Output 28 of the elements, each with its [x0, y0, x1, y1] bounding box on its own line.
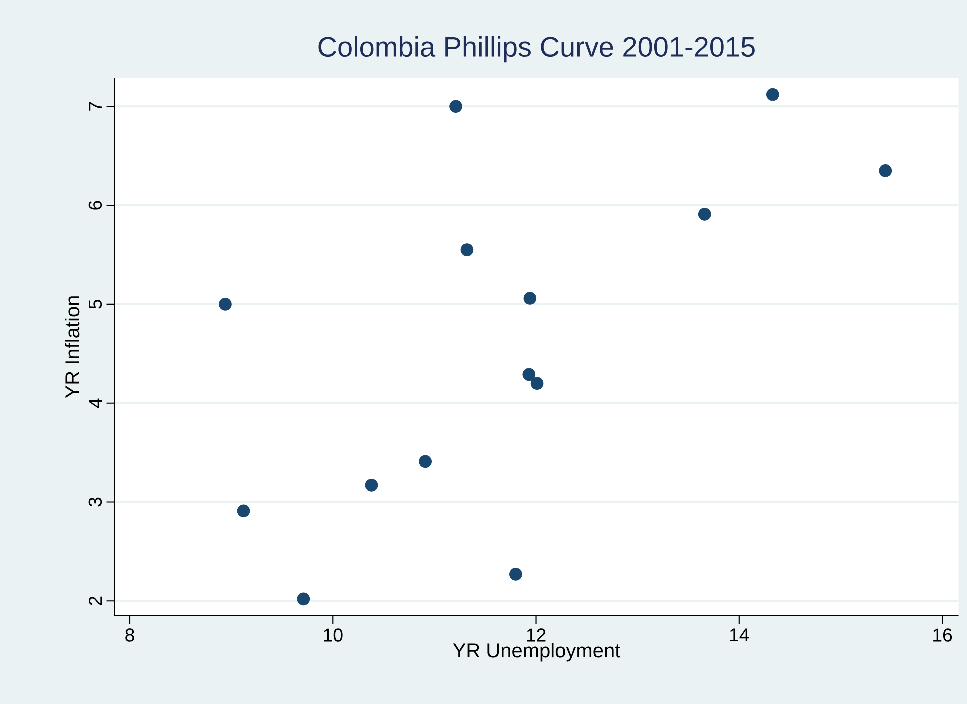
x-tick-label: 16 — [934, 628, 952, 642]
point — [297, 592, 310, 606]
y-tick-label: 7 — [89, 102, 102, 111]
point — [419, 455, 432, 468]
point — [237, 504, 250, 518]
point — [365, 479, 378, 492]
y-tick-label: 2 — [89, 596, 102, 606]
y-axis-title: YR Inflation — [65, 296, 80, 398]
x-axis-title: YR Unemployment — [453, 643, 621, 662]
point — [450, 100, 462, 114]
chart-title: Colombia Phillips Curve 2001-2015 — [318, 36, 755, 63]
point — [530, 377, 544, 390]
x-tick-label: 14 — [730, 628, 750, 642]
y-tick-label: 6 — [88, 201, 102, 210]
y-tick-label: 5 — [89, 300, 102, 309]
x-tick-label: 8 — [126, 628, 134, 642]
x-tick-label: 10 — [324, 628, 343, 642]
x-tick-label: 12 — [527, 628, 546, 642]
point — [879, 164, 892, 178]
point — [524, 292, 537, 305]
y-tick-label: 4 — [89, 398, 102, 408]
point — [219, 298, 232, 311]
point — [510, 568, 522, 581]
y-tick-label: 3 — [88, 498, 102, 507]
point — [698, 208, 712, 221]
point — [460, 244, 474, 256]
point — [522, 368, 536, 382]
point — [766, 88, 780, 102]
